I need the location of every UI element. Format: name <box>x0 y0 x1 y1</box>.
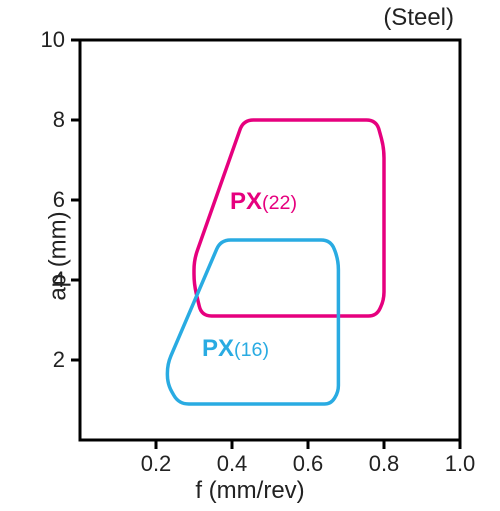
x-tick-label: 0.8 <box>369 451 400 477</box>
x-axis-label: f (mm/rev) <box>0 477 500 505</box>
series-label-px22: PX(22) <box>230 188 297 216</box>
x-tick-label: 1.0 <box>445 451 476 477</box>
chart-container: (Steel) ap (mm) f (mm/rev) 0.20.40.60.81… <box>0 0 500 511</box>
chart-svg <box>0 0 500 511</box>
series-label-sub: (22) <box>262 192 297 214</box>
series-label-prefix: PX <box>202 335 234 362</box>
series-label-px16: PX(16) <box>202 335 269 363</box>
series-label-sub: (16) <box>234 339 269 361</box>
chart-title: (Steel) <box>383 4 454 32</box>
y-tick-label: 6 <box>53 187 65 213</box>
y-tick-label: 8 <box>53 107 65 133</box>
x-tick-label: 0.6 <box>293 451 324 477</box>
y-tick-label: 2 <box>53 347 65 373</box>
y-tick-label: 4 <box>53 267 65 293</box>
y-tick-label: 10 <box>41 27 65 53</box>
series-label-prefix: PX <box>230 188 262 215</box>
x-tick-label: 0.4 <box>217 451 248 477</box>
x-tick-label: 0.2 <box>141 451 172 477</box>
